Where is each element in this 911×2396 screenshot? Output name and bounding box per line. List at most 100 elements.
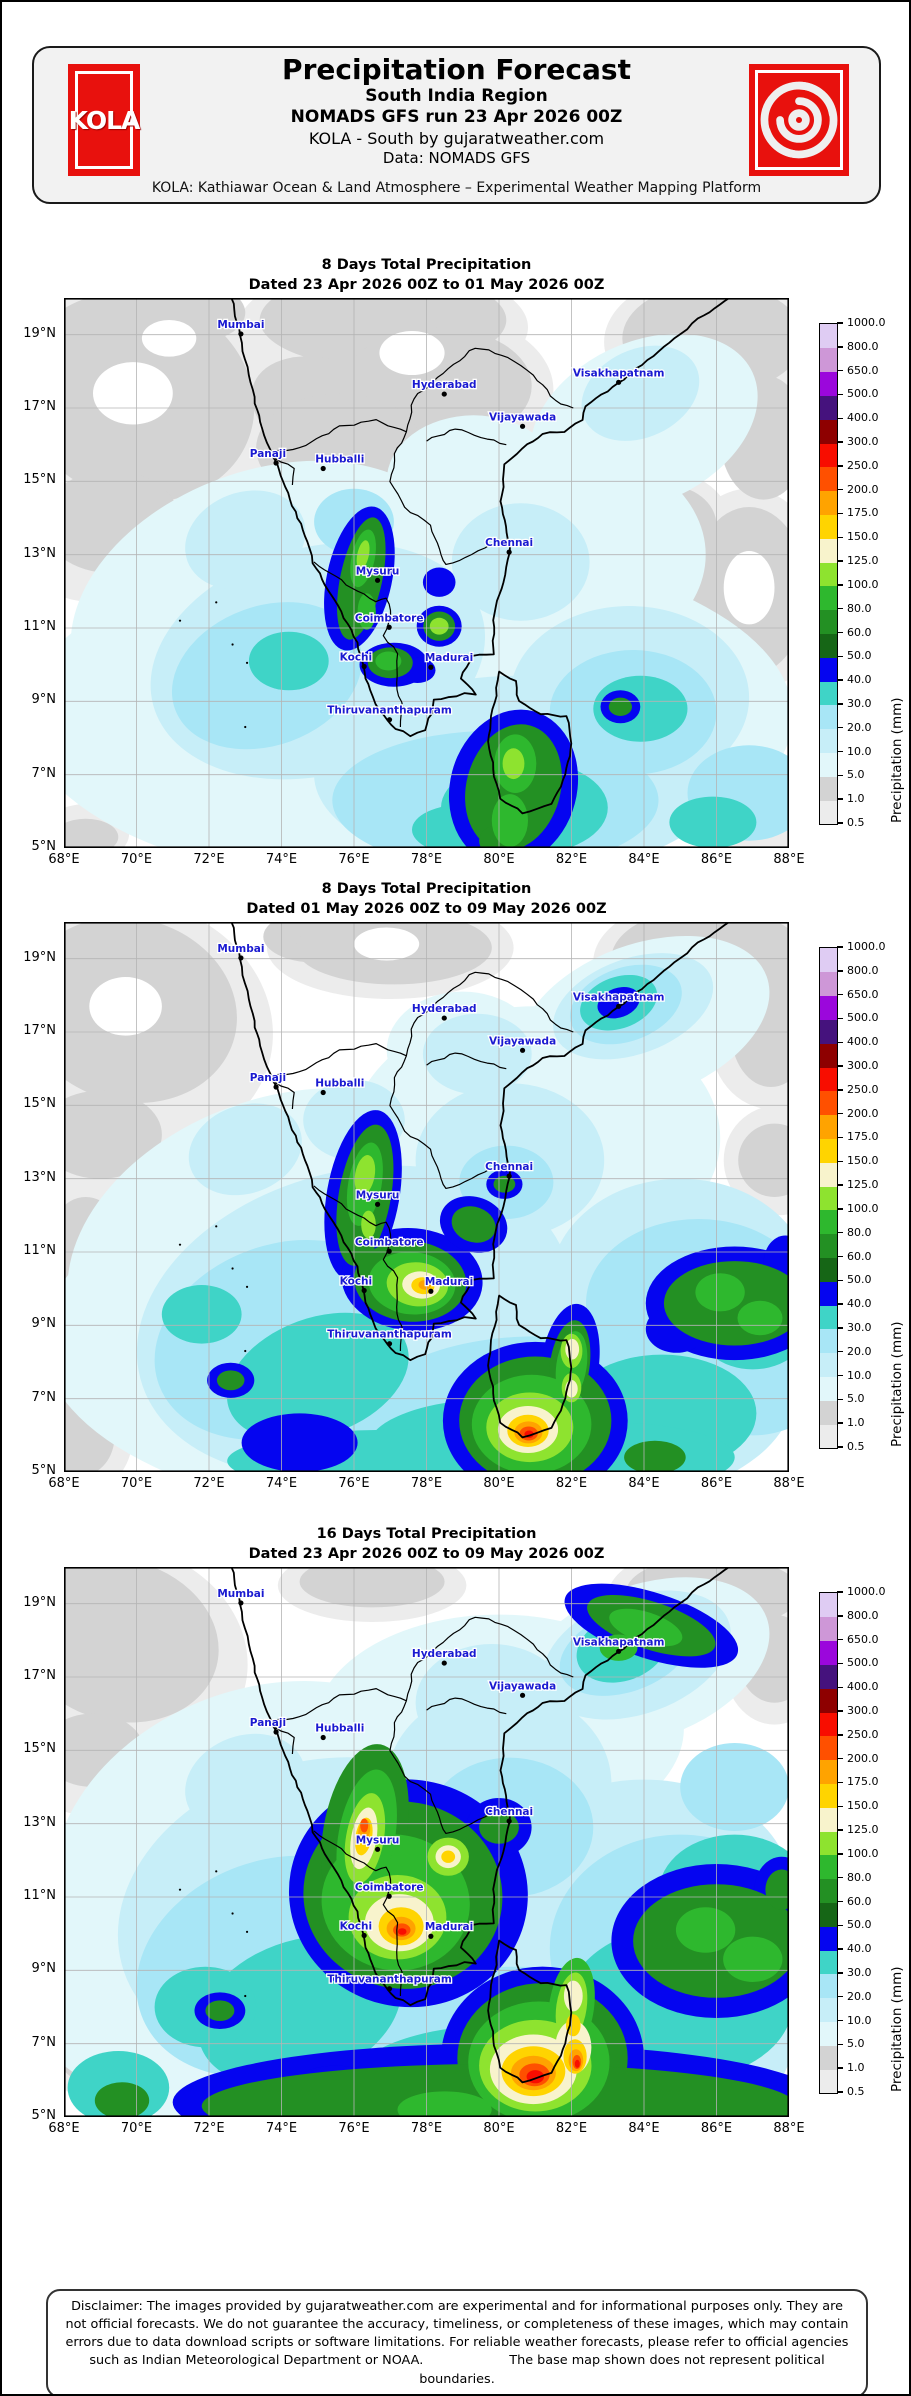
x-tick-label: 86°E: [700, 1476, 733, 1491]
colorbar-tick: [837, 584, 843, 586]
x-tick-label: 76°E: [338, 852, 370, 867]
colorbar-segment: [820, 681, 837, 706]
colorbar-tick: [837, 1638, 843, 1641]
colorbar-tick: [837, 970, 843, 972]
y-tick-label: 11°N: [23, 619, 56, 634]
sri-lanka-coastline: [487, 1294, 573, 1439]
colorbar-segment: [820, 371, 837, 396]
colorbar-segment: [820, 1162, 837, 1187]
colorbar-segment: [820, 1593, 837, 1618]
colorbar-segment: [820, 1973, 837, 1999]
colorbar-segment: [820, 1281, 837, 1306]
y-axis-labels: 19°N 17°N 15°N 13°N 11°N 9°N 7°N 5°N: [2, 298, 62, 854]
panel-title-line2: Dated 01 May 2026 00Z to 09 May 2026 00Z: [246, 900, 607, 917]
colorbar-tick-label: 300.0: [847, 1704, 879, 1718]
colorbar-tick-label: 125.0: [847, 1823, 879, 1837]
colorbar-axis-label: Precipitation (mm): [889, 697, 905, 823]
colorbar-tick-label: 1000.0: [847, 940, 886, 953]
city-marker: Panaji: [249, 1071, 287, 1090]
city-marker: Vijayawada: [488, 1034, 557, 1053]
colorbar-tick-label: 5.0: [847, 768, 865, 782]
precip-contour: [624, 1440, 686, 1472]
precipitation-map: Mumbai Hyderabad Vijayawada Visakhapatnam Pa…: [64, 298, 789, 848]
colorbar-segment: [820, 1688, 837, 1713]
map-svg: Mumbai Hyderabad Vijayawada Visakhapatnam Pa…: [64, 922, 789, 1472]
city-marker: Madurai: [424, 651, 474, 670]
colorbar-segment: [820, 490, 837, 515]
forecast-panel: 8 Days Total Precipitation Dated 23 Apr …: [2, 256, 909, 876]
kola-logo-text: KOLA: [68, 105, 141, 135]
forecast-panel: 8 Days Total Precipitation Dated 01 May …: [2, 880, 909, 1500]
precip-contour: [397, 1928, 407, 1935]
x-tick-label: 88°E: [773, 2121, 805, 2136]
colorbar-tick-label: 30.0: [847, 696, 872, 710]
precip-contour: [216, 1370, 245, 1391]
colorbar-tick: [837, 1279, 843, 1282]
city-marker: Mumbai: [216, 318, 266, 337]
city-label: Madurai: [425, 652, 473, 664]
x-tick-label: 78°E: [410, 2121, 443, 2136]
city-label: Hyderabad: [412, 379, 477, 391]
city-label: Hyderabad: [412, 1003, 477, 1015]
colorbar-segment: [820, 1400, 837, 1425]
kola-tagline: KOLA: Kathiawar Ocean & Land Atmosphere …: [151, 180, 762, 196]
colorbar-tick-label: 175.0: [847, 1130, 879, 1144]
x-tick-label: 76°E: [338, 2121, 370, 2136]
colorbar-tick: [837, 1900, 843, 1903]
city-marker: Kochi: [338, 650, 373, 670]
colorbar-ramp: [819, 323, 838, 825]
colorbar-tick-label: 300.0: [847, 1059, 879, 1073]
colorbar-tick-label: 125.0: [847, 1178, 879, 1192]
colorbar-tick-label: 5.0: [847, 1392, 865, 1406]
panel-title: 8 Days Total Precipitation Dated 01 May …: [64, 880, 789, 919]
colorbar-tick-label: 10.0: [847, 2013, 872, 2027]
colorbar-segment: [820, 2069, 837, 2094]
colorbar-segment: [820, 704, 837, 730]
state-boundary: [259, 1616, 574, 1724]
colorbar-tick-label: 125.0: [847, 554, 879, 568]
colorbar-tick: [837, 393, 843, 396]
state-boundary: [259, 347, 574, 455]
city-label: Mumbai: [217, 319, 264, 331]
city-label: Chennai: [485, 1806, 533, 1818]
colorbar-segment: [820, 633, 837, 658]
colorbar-tick-label: 1000.0: [847, 1585, 886, 1598]
colorbar-tick: [837, 1853, 843, 1855]
colorbar-segment: [820, 1640, 837, 1665]
y-axis-labels: 19°N 17°N 15°N 13°N 11°N 9°N 7°N 5°N: [2, 922, 62, 1478]
colorbar-tick: [837, 655, 843, 658]
colorbar-tick: [837, 441, 843, 443]
colorbar-segment: [820, 324, 837, 349]
city-label: Vijayawada: [489, 411, 556, 423]
colorbar-segment: [820, 1854, 837, 1880]
kola-logo: KOLA: [68, 64, 140, 176]
city-marker: Mumbai: [216, 1587, 266, 1606]
colorbar-segment: [820, 562, 837, 587]
colorbar-tick-label: 250.0: [847, 458, 879, 472]
precip-contour: [354, 927, 420, 961]
colorbar-segment: [820, 1902, 837, 1927]
sri-lanka-coastline: [487, 670, 573, 815]
colorbar-tick: [837, 1615, 843, 1617]
city-marker: Coimbatore: [354, 611, 425, 630]
city-label: Vijayawada: [489, 1680, 556, 1692]
colorbar-tick-label: 40.0: [847, 673, 872, 687]
colorbar-segment: [820, 443, 837, 468]
city-label: Hyderabad: [412, 1648, 477, 1660]
india-coastline: [230, 922, 731, 1362]
x-tick-label: 68°E: [48, 1476, 80, 1491]
city-marker: Hubballi: [314, 452, 366, 472]
precip-contour: [609, 1608, 683, 1647]
colorbar: Precipitation (mm) 0.5 1.0 5.0 10.0 20.0 30.0…: [789, 1567, 909, 2117]
y-tick-label: 5°N: [31, 2108, 57, 2123]
colorbar-tick: [837, 536, 843, 538]
colorbar-segment: [820, 1759, 837, 1784]
colorbar-tick: [837, 1662, 843, 1665]
y-tick-label: 11°N: [23, 1243, 56, 1258]
basemap-note: The base map shown does not represent po…: [419, 2353, 825, 2387]
state-boundary: [389, 1700, 498, 1834]
state-boundary: [426, 1697, 507, 1715]
city-label: Visakhapatnam: [573, 991, 665, 1003]
colorbar-tick: [837, 1041, 843, 1043]
y-tick-label: 17°N: [23, 1023, 56, 1038]
